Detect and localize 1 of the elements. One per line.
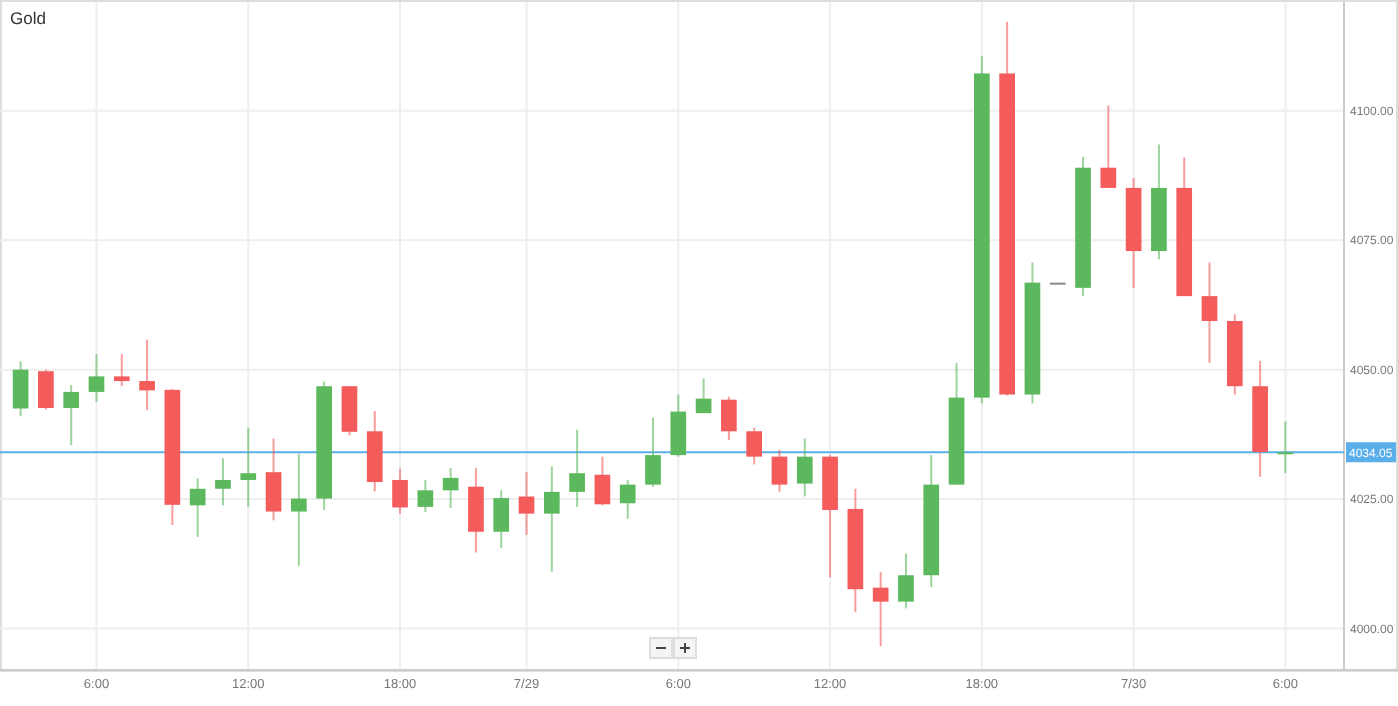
chart-title: Gold — [10, 8, 47, 28]
